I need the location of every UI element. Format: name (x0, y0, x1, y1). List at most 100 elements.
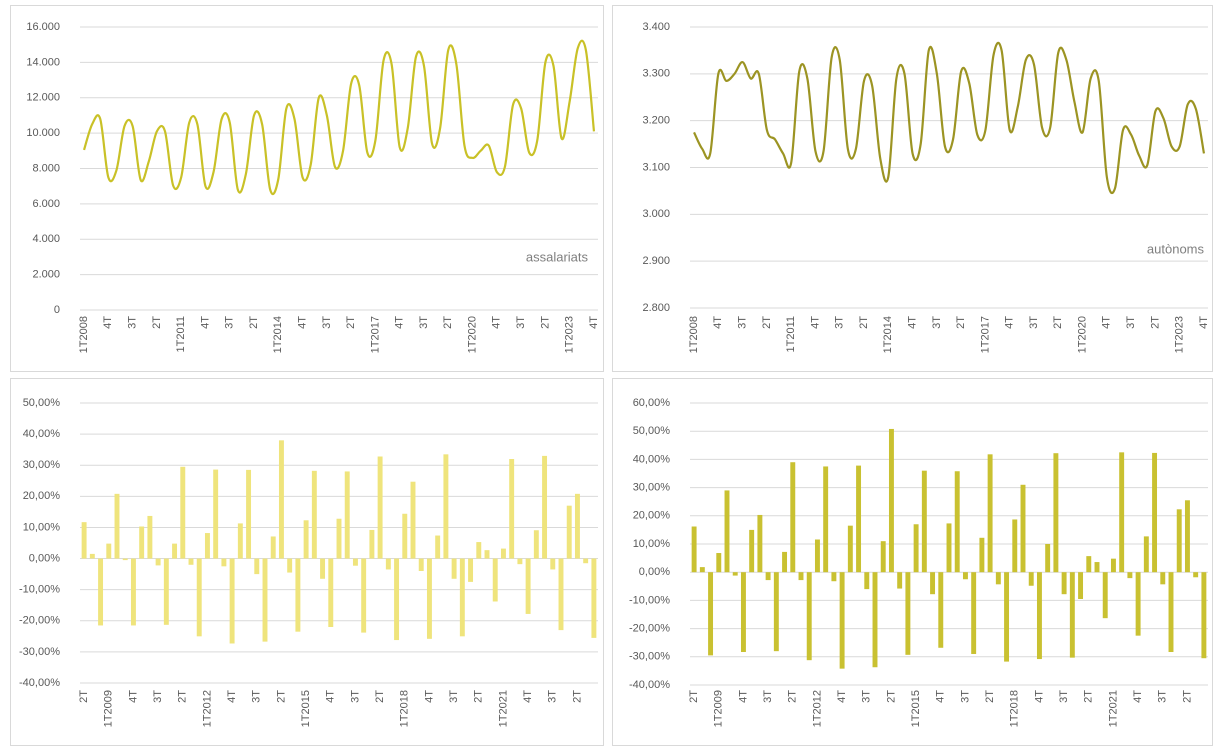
bar (221, 558, 227, 567)
bar (1143, 536, 1149, 573)
x-tick-label: 1T2017 (369, 316, 381, 353)
bar (410, 481, 416, 559)
x-tick-label: 3T (737, 316, 749, 329)
x-tick-label: 4T (1033, 690, 1045, 703)
bar (954, 471, 960, 573)
y-tick-label: 2.900 (642, 255, 670, 267)
y-tick-label: 10.000 (26, 127, 60, 139)
x-tick-label: 4T (226, 690, 238, 703)
bar (765, 572, 771, 581)
y-tick-label: -40,00% (629, 679, 670, 691)
bar (1176, 509, 1182, 573)
bar (724, 490, 730, 573)
y-tick-label: 2.800 (642, 302, 670, 314)
bar (566, 505, 572, 559)
x-tick-label: 1T2008 (688, 316, 700, 353)
x-tick-label: 1T2015 (910, 690, 922, 727)
bar (509, 459, 515, 559)
bar (89, 553, 95, 559)
y-tick-label: -40,00% (19, 677, 60, 689)
x-tick-label: 1T2014 (882, 316, 894, 353)
y-tick-label: 0,00% (639, 566, 670, 578)
bar (426, 558, 432, 639)
x-tick-label: 3T (349, 690, 361, 703)
x-tick-label: 2T (885, 690, 897, 703)
x-tick-label: 4T (1101, 316, 1113, 329)
data-line (82, 39, 596, 196)
bar (987, 454, 993, 573)
bar (394, 558, 400, 641)
bar (1028, 572, 1034, 586)
x-tick-label: 4T (1132, 690, 1144, 703)
bar (270, 536, 276, 559)
bar (1078, 572, 1084, 599)
x-tick-label: 1T2023 (1174, 316, 1186, 353)
y-tick-label: 3.100 (642, 161, 670, 173)
bar (913, 524, 919, 573)
y-tick-label: 50,00% (23, 397, 61, 409)
bar (1152, 452, 1158, 573)
x-tick-label: 1T2009 (713, 690, 725, 727)
x-tick-label: 1T2018 (399, 690, 411, 727)
x-tick-label: 3T (762, 690, 774, 703)
bar (839, 572, 845, 669)
y-tick-label: 2.000 (32, 269, 60, 281)
y-tick-label: 10,00% (23, 521, 61, 533)
bar (1094, 562, 1100, 573)
x-tick-label: 3T (931, 316, 943, 329)
y-tick-label: 60,00% (633, 397, 671, 409)
x-tick-label: 4T (737, 690, 749, 703)
bar (831, 572, 837, 582)
x-tick-label: 3T (959, 690, 971, 703)
x-tick-label: 4T (809, 316, 821, 329)
bar (344, 471, 350, 559)
y-tick-label: 3.200 (642, 115, 670, 127)
bar (574, 493, 580, 559)
y-tick-label: 10,00% (633, 538, 671, 550)
x-tick-label: 2T (78, 690, 90, 703)
bar (163, 558, 169, 625)
y-tick-label: 40,00% (633, 453, 671, 465)
x-tick-label: 4T (127, 690, 139, 703)
x-tick-label: 2T (688, 690, 700, 703)
y-tick-label: 0,00% (29, 552, 60, 564)
bar (1086, 556, 1092, 573)
bar (1160, 572, 1166, 585)
x-tick-label: 1T2023 (564, 316, 576, 353)
x-tick-label: 2T (984, 690, 996, 703)
bar (856, 465, 862, 573)
bar (1061, 572, 1067, 595)
panel (612, 5, 1213, 372)
bar (180, 466, 186, 559)
x-tick-label: 1T2017 (979, 316, 991, 353)
x-tick-label: 3T (448, 690, 460, 703)
x-tick-label: 2T (374, 690, 386, 703)
bar (237, 523, 243, 559)
bar (979, 537, 985, 573)
x-tick-label: 2T (858, 316, 870, 329)
bar (798, 572, 804, 581)
x-tick-label: 3T (834, 316, 846, 329)
bar (295, 558, 301, 632)
bar (946, 523, 952, 573)
bar (517, 558, 523, 565)
x-tick-label: 4T (296, 316, 308, 329)
bar (500, 548, 506, 559)
y-tick-label: 3.400 (642, 21, 670, 33)
bar (971, 572, 977, 654)
bar (303, 520, 309, 559)
x-tick-label: 2T (1052, 316, 1064, 329)
x-tick-label: 1T2014 (272, 316, 284, 353)
bar (1020, 484, 1026, 573)
bar (320, 558, 326, 579)
x-tick-label: 4T (102, 316, 114, 329)
y-tick-label: 20,00% (633, 510, 671, 522)
bar (229, 558, 235, 644)
x-tick-label: 3T (547, 690, 559, 703)
bar (699, 567, 705, 573)
bar (1036, 572, 1042, 660)
bar (204, 533, 210, 559)
x-tick-label: 2T (787, 690, 799, 703)
bar (451, 558, 457, 579)
bar (1004, 572, 1010, 662)
